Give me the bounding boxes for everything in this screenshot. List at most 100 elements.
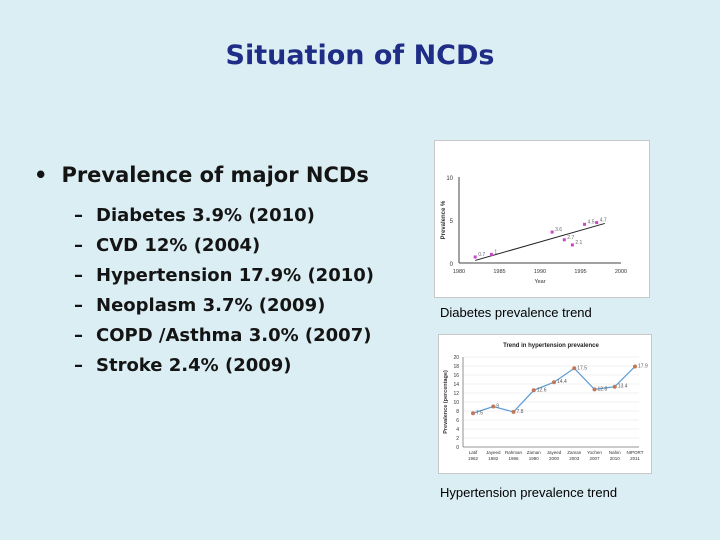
y-tick-label: 5 [450, 219, 454, 225]
hypertension-chart-panel: Trend in hypertension prevalence 0 2 4 6 8 10 1… [438, 334, 652, 474]
data-label: 2.1 [575, 240, 582, 246]
list-item: – Neoplasm 3.7% (2009) [74, 291, 374, 321]
ncd-list: – Diabetes 3.9% (2010) – CVD 12% (2004) – H… [74, 201, 374, 381]
y-tick-label: 0 [456, 445, 459, 451]
data-label: 3.6 [555, 227, 562, 233]
x-tick-label: 1995 [574, 269, 586, 275]
dash-icon: – [74, 235, 83, 256]
list-item: – Stroke 2.4% (2009) [74, 351, 374, 381]
bullet-dot-icon: • [34, 163, 48, 187]
dash-icon: – [74, 265, 83, 286]
list-item-text: Neoplasm 3.7% (2009) [96, 295, 326, 316]
data-label: 12.6 [537, 387, 547, 393]
data-label: 4.5 [588, 219, 595, 225]
y-tick-label: 10 [453, 400, 459, 406]
main-bullet: • Prevalence of major NCDs [34, 163, 369, 187]
data-label: 1 [494, 249, 497, 255]
y-axis-label: Prevalence % [441, 200, 447, 239]
x-axis-label: Year [534, 279, 545, 285]
main-bullet-text: Prevalence of major NCDs [61, 163, 369, 187]
y-tick-label: 8 [456, 409, 459, 415]
diabetes-caption: Diabetes prevalence trend [440, 305, 592, 320]
list-item-text: Diabetes 3.9% (2010) [96, 205, 315, 226]
x-tick-label: 1980 [453, 269, 465, 275]
x-tick-label: 1962 [468, 456, 479, 461]
y-tick-label: 10 [446, 176, 453, 182]
x-tick-label: Zaman [527, 450, 542, 455]
data-point [595, 221, 599, 225]
data-point [570, 243, 574, 247]
x-tick-label: Yochen [587, 450, 602, 455]
y-tick-label: 20 [453, 355, 459, 361]
data-label: 9 [496, 404, 499, 410]
data-label: 14.4 [557, 379, 567, 385]
list-item-text: CVD 12% (2004) [96, 235, 261, 256]
dash-icon: – [74, 295, 83, 316]
data-point [531, 388, 536, 393]
x-tick-label: 1990 [529, 456, 540, 461]
y-tick-label: 4 [456, 427, 459, 433]
y-tick-label: 6 [456, 418, 459, 424]
x-tick-label: 2010 [610, 456, 621, 461]
y-tick-label: 18 [453, 364, 459, 370]
data-point [552, 380, 556, 385]
x-tick-label: Zaman [567, 450, 582, 455]
x-tick-label: 1985 [493, 269, 505, 275]
y-axis-label: Prevalence (percentage) [443, 370, 449, 434]
data-point [583, 222, 587, 226]
data-point [562, 238, 566, 242]
diabetes-chart: 0 5 10 1980 1985 1990 1995 2000 Year Prevalence %… [441, 176, 627, 285]
chart-title: Trend in hypertension prevalence [503, 343, 599, 349]
slide-title: Situation of NCDs [225, 40, 495, 71]
hypertension-caption: Hypertension prevalence trend [440, 485, 618, 500]
data-point [592, 387, 597, 392]
data-label: 17.9 [638, 363, 648, 369]
data-label: 17.5 [577, 365, 587, 371]
data-label: 0.7 [478, 252, 485, 258]
list-item: – Diabetes 3.9% (2010) [74, 201, 374, 231]
data-label: 13.4 [618, 384, 628, 390]
data-label: 7.5 [476, 410, 483, 416]
x-tick-label: 2007 [589, 456, 600, 461]
x-tick-label: Jayeed [486, 450, 501, 455]
x-tick-label: 2000 [615, 269, 627, 275]
x-tick-label: Rahman [505, 450, 523, 455]
x-tick-label: Latif [469, 450, 478, 455]
diabetes-chart-panel: 0 5 10 1980 1985 1990 1995 2000 Year Prevalence %… [434, 140, 650, 298]
data-label: 12.8 [598, 386, 608, 392]
x-tick-label: 2011 [630, 456, 640, 461]
data-point [612, 384, 617, 389]
data-point [633, 364, 637, 369]
data-point [473, 255, 477, 259]
y-tick-label: 14 [453, 382, 459, 388]
data-point [491, 404, 496, 409]
list-item: – Hypertension 17.9% (2010) [74, 261, 374, 291]
data-point [572, 366, 577, 371]
list-item-text: COPD /Asthma 3.0% (2007) [96, 325, 372, 346]
data-point [489, 252, 493, 256]
data-label: 7.8 [517, 409, 524, 415]
y-tick-label: 0 [450, 262, 454, 268]
x-tick-label: Jayeed [547, 450, 562, 455]
list-item: – CVD 12% (2004) [74, 231, 374, 261]
y-tick-label: 16 [453, 373, 459, 379]
data-label: 4.7 [600, 218, 607, 224]
x-tick-label: 1986 [508, 456, 519, 461]
x-tick-label: Nahin [609, 450, 621, 455]
list-item-text: Hypertension 17.9% (2010) [96, 265, 374, 286]
dash-icon: – [74, 325, 83, 346]
data-point [550, 230, 554, 234]
list-item-text: Stroke 2.4% (2009) [96, 355, 292, 376]
y-tick-label: 2 [456, 436, 459, 442]
y-tick-label: 12 [453, 391, 459, 397]
x-tick-label: NIPORT [627, 450, 644, 455]
x-tick-label: 1982 [488, 456, 499, 461]
data-label: 2.7 [567, 235, 574, 241]
data-point [511, 409, 516, 414]
list-item: – COPD /Asthma 3.0% (2007) [74, 321, 374, 351]
trend-line [475, 222, 605, 261]
x-tick-label: 2000 [549, 456, 560, 461]
dash-icon: – [74, 205, 83, 226]
dash-icon: – [74, 355, 83, 376]
data-point [471, 411, 475, 416]
